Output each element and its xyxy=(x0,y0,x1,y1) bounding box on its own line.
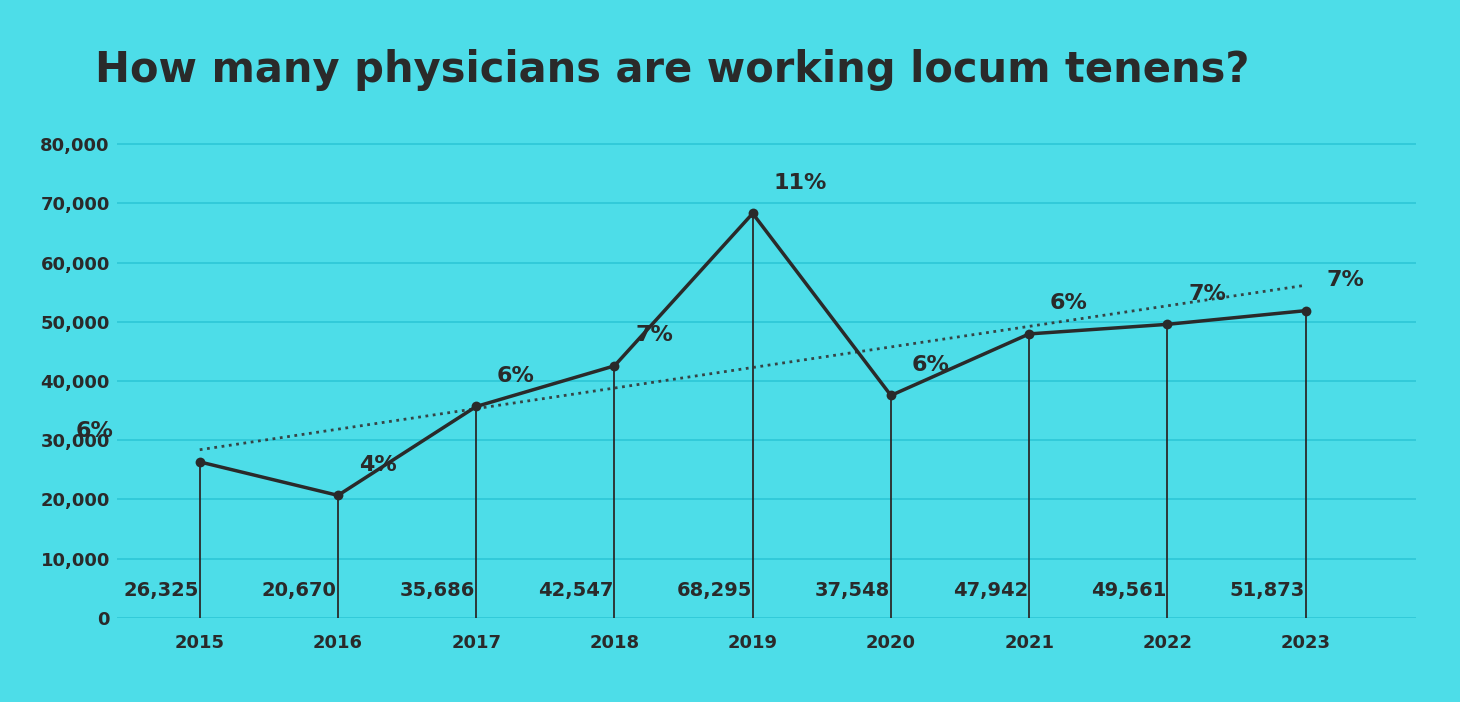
Text: 42,547: 42,547 xyxy=(539,581,613,600)
Point xyxy=(188,456,212,468)
Text: 51,873: 51,873 xyxy=(1229,581,1305,600)
Text: 68,295: 68,295 xyxy=(676,581,752,600)
Text: 37,548: 37,548 xyxy=(815,581,891,600)
Text: 6%: 6% xyxy=(911,355,949,375)
Text: 11%: 11% xyxy=(774,173,826,192)
Point xyxy=(326,490,349,501)
Point xyxy=(603,360,626,371)
Text: 26,325: 26,325 xyxy=(124,581,199,600)
Point xyxy=(742,208,765,219)
Point xyxy=(1156,319,1180,330)
Text: 4%: 4% xyxy=(359,455,397,475)
Point xyxy=(1018,329,1041,340)
Text: 7%: 7% xyxy=(1188,284,1226,303)
Text: 6%: 6% xyxy=(1050,293,1088,313)
Text: 47,942: 47,942 xyxy=(953,581,1028,600)
Point xyxy=(1294,305,1317,317)
Text: 6%: 6% xyxy=(496,366,534,386)
Text: 7%: 7% xyxy=(1326,270,1364,290)
Point xyxy=(464,401,488,412)
Text: 6%: 6% xyxy=(76,421,114,441)
Text: 20,670: 20,670 xyxy=(261,581,337,600)
Text: 49,561: 49,561 xyxy=(1091,581,1167,600)
Text: 35,686: 35,686 xyxy=(400,581,476,600)
Text: 7%: 7% xyxy=(635,325,673,345)
Point xyxy=(879,390,902,401)
Text: How many physicians are working locum tenens?: How many physicians are working locum te… xyxy=(95,49,1250,91)
